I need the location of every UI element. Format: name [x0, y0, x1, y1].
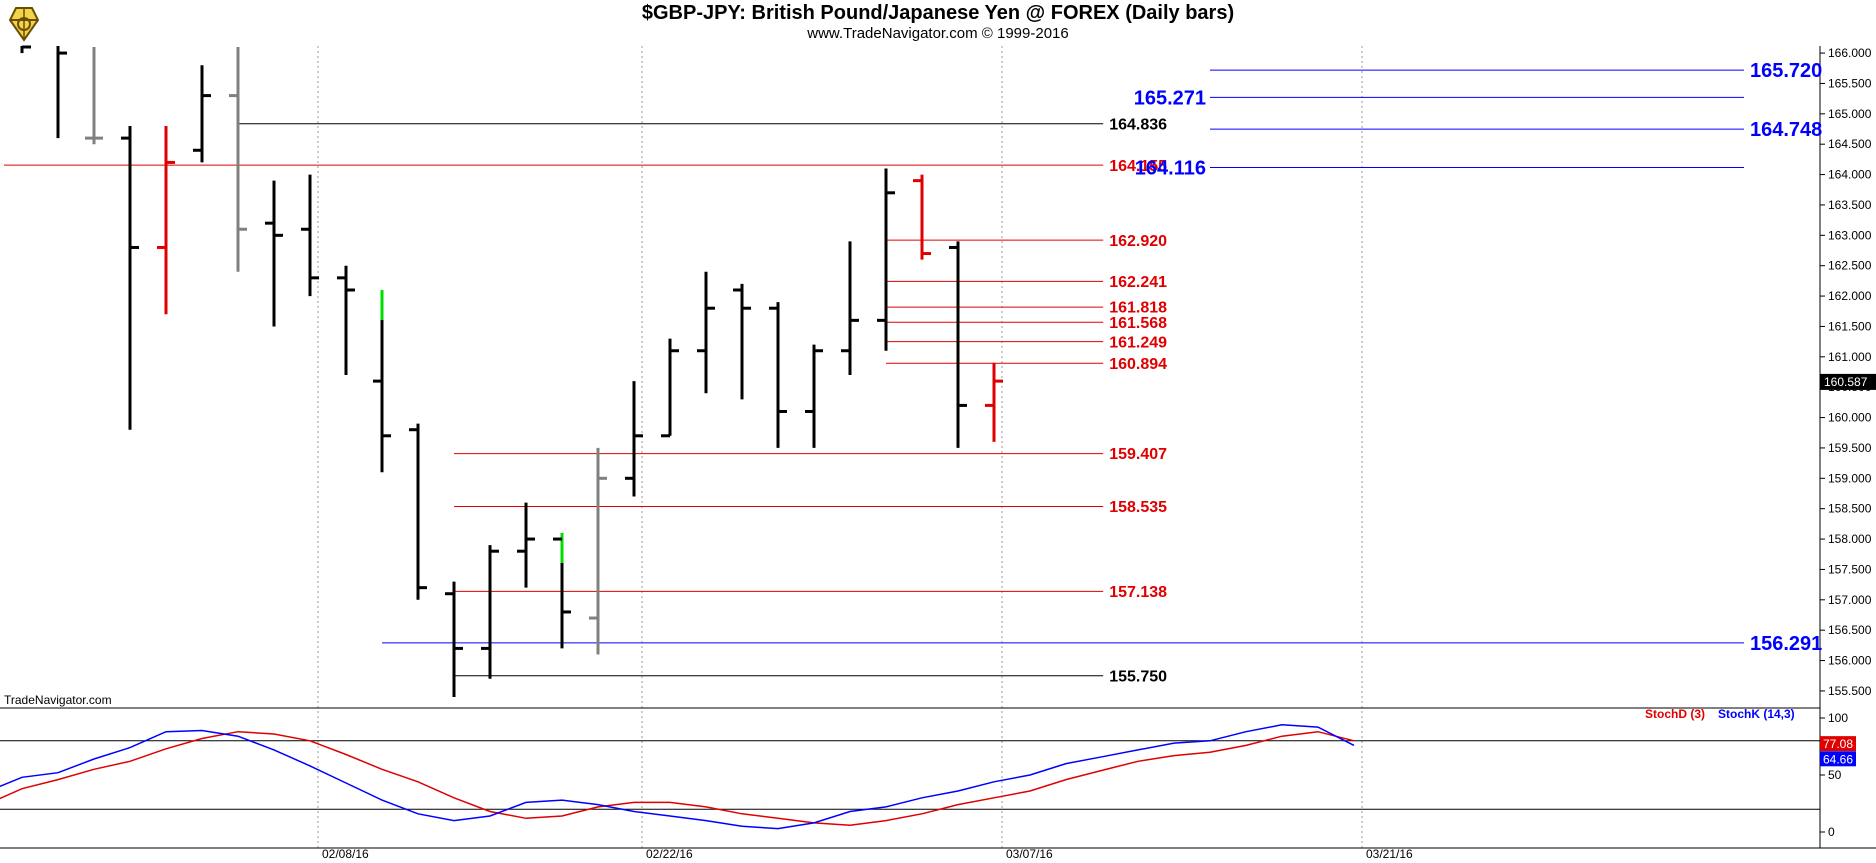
level-label: 158.535 [1109, 499, 1167, 516]
price-tick-label: 165.000 [1828, 107, 1872, 121]
price-tick-label: 158.500 [1828, 502, 1872, 516]
last-price-tag [1820, 373, 1876, 390]
level-lines: 165.720 165.271 164.836 164.748 164.155164.1… [4, 60, 1822, 685]
level-label: 162.920 [1109, 233, 1167, 250]
level-label: 155.750 [1109, 668, 1167, 685]
level-label: 156.291 [1750, 633, 1822, 655]
date-label: 02/22/16 [646, 847, 693, 861]
level-label: 162.241 [1109, 274, 1167, 291]
price-tick-label: 159.500 [1828, 441, 1872, 455]
price-tick-label: 163.500 [1828, 198, 1872, 212]
plot-background [0, 46, 1820, 710]
level-label: 160.894 [1109, 356, 1167, 373]
stoch-tick-label: 0 [1828, 825, 1835, 839]
price-tick-label: 164.500 [1828, 137, 1872, 151]
level-label: 164.836 [1109, 116, 1167, 133]
grid [0, 46, 1876, 849]
price-tick-label: 162.500 [1828, 259, 1872, 273]
stochD-last-tag [1820, 736, 1856, 752]
stoch-tick-label: 100 [1828, 711, 1848, 725]
price-tick-label: 157.500 [1828, 562, 1872, 576]
price-tick-label: 155.500 [1828, 684, 1872, 698]
stochK-line [0, 724, 1355, 830]
level-label: 161.568 [1109, 315, 1167, 332]
last-price-label: 160.587 [1824, 375, 1868, 389]
level-label: 165.720 [1750, 60, 1822, 82]
stochD-line [0, 730, 1355, 826]
price-tick-label: 156.500 [1828, 623, 1872, 637]
legend-stochD: StochD (3) [1645, 707, 1705, 721]
level-label: 159.407 [1109, 446, 1167, 463]
price-tick-label: 162.000 [1828, 289, 1872, 303]
price-tick-label: 161.500 [1828, 319, 1872, 333]
level-label: 165.271 [1134, 87, 1206, 109]
price-tick-label: 166.000 [1828, 46, 1872, 60]
date-label: 02/08/16 [322, 847, 369, 861]
stochD-last-label: 77.08 [1823, 737, 1853, 751]
stoch-tick-label: 50 [1828, 768, 1842, 782]
price-tick-label: 164.000 [1828, 168, 1872, 182]
price-tick-label: 160.000 [1828, 411, 1872, 425]
watermark: TradeNavigator.com [4, 693, 112, 707]
level-label: 164.155 [1109, 158, 1167, 175]
stochK-last-label: 64.66 [1823, 752, 1853, 766]
level-label: 161.818 [1109, 300, 1167, 317]
price-tick-label: 159.000 [1828, 471, 1872, 485]
level-label: 157.138 [1109, 584, 1167, 601]
price-tick-label: 165.500 [1828, 76, 1872, 90]
level-label: 164.116 [1135, 158, 1206, 180]
price-tick-label: 163.000 [1828, 228, 1872, 242]
price-axis: 166.000 165.500 165.000 164.500 164.000 163.5… [1820, 46, 1876, 698]
stochK-last-tag [1820, 751, 1856, 767]
chart-subtitle: www.TradeNavigator.com © 1999-2016 [807, 25, 1069, 42]
price-tick-label: 156.000 [1828, 654, 1872, 668]
price-tick-label: 161.000 [1828, 350, 1872, 364]
chart-header: $GBP-JPY: British Pound/Japanese Yen @ F… [0, 0, 1876, 46]
date-axis: 02/08/16 02/22/16 03/07/16 03/21/16 [322, 847, 1413, 861]
chart-title: $GBP-JPY: British Pound/Japanese Yen @ F… [641, 2, 1235, 24]
date-label: 03/07/16 [1006, 847, 1053, 861]
ohlc-bars [20, 45, 1003, 697]
level-label: 161.249 [1109, 334, 1167, 351]
trade-navigator-logo-icon [2, 2, 46, 44]
price-tick-label: 157.000 [1828, 593, 1872, 607]
date-label: 03/21/16 [1366, 847, 1413, 861]
price-tick-label: 158.000 [1828, 532, 1872, 546]
level-label: 164.748 [1750, 119, 1822, 141]
legend-stochK: StochK (14,3) [1718, 707, 1795, 721]
